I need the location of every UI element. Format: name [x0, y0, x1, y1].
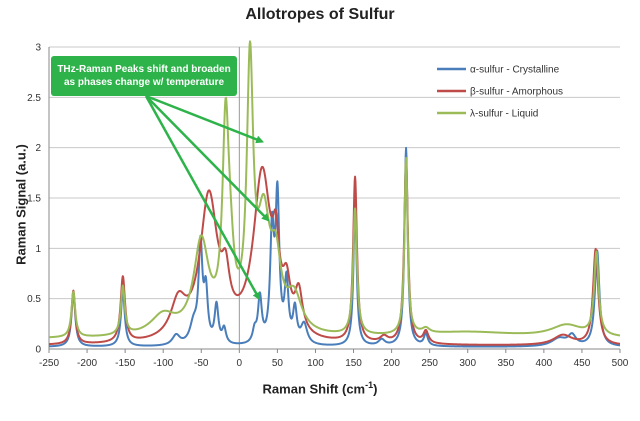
- x-axis-label-close: ): [373, 381, 378, 397]
- annotation-line-2: as phases change w/ temperature: [63, 77, 225, 88]
- x-tick-label: -100: [153, 358, 173, 369]
- x-axis-label-unit-exponent: -1: [365, 380, 374, 390]
- x-tick-label: 0: [237, 358, 243, 369]
- x-axis-label-text: Raman Shift (cm: [262, 381, 366, 397]
- y-tick-label: 2.5: [27, 93, 41, 104]
- y-tick-label: 1.5: [27, 194, 41, 205]
- grid-lines: [49, 46, 620, 300]
- chart-title: Allotropes of Sulfur: [245, 6, 395, 23]
- x-axis-label: Raman Shift (cm-1): [0, 380, 640, 396]
- x-tick-label: 150: [345, 358, 362, 369]
- x-tick-label: 450: [574, 358, 591, 369]
- x-tick-label: 50: [272, 358, 284, 369]
- x-tick-label: 250: [421, 358, 438, 369]
- y-tick-label: 1: [35, 244, 41, 255]
- x-tick-label: -250: [39, 358, 59, 369]
- annotation-arrows: [144, 94, 270, 301]
- y-tick-label: 3: [35, 43, 41, 54]
- legend: α-sulfur - Crystalline β-sulfur - Amorpho…: [437, 65, 563, 120]
- annotation-arrow: [145, 94, 265, 144]
- series-line: [48, 159, 621, 346]
- y-tick-label: 0: [35, 345, 41, 356]
- axes: [48, 47, 621, 353]
- legend-label: β-sulfur - Amorphous: [470, 87, 563, 98]
- series-lines: [48, 40, 621, 348]
- annotation-callout: THz-Raman Peaks shift and broaden as pha…: [51, 56, 237, 96]
- tick-labels: 0 0.5 1 1.5 2 2.5 3 -250 -200 -150 -100 -50 0 50 100 15…: [27, 43, 629, 370]
- y-tick-label: 2: [35, 143, 41, 154]
- legend-label: λ-sulfur - Liquid: [470, 109, 538, 120]
- y-axis-label: Raman Signal (a.u.): [13, 144, 29, 265]
- x-tick-label: 500: [612, 358, 629, 369]
- x-tick-label: 100: [307, 358, 324, 369]
- x-tick-label: 350: [497, 358, 514, 369]
- x-tick-label: -50: [194, 358, 209, 369]
- series-line: [48, 146, 621, 348]
- x-tick-label: -200: [77, 358, 97, 369]
- annotation-arrow: [144, 95, 261, 301]
- legend-label: α-sulfur - Crystalline: [470, 65, 560, 76]
- annotation-line-1: THz-Raman Peaks shift and broaden: [57, 64, 231, 75]
- series-line: [48, 40, 621, 339]
- annotation-arrow: [145, 95, 270, 222]
- x-tick-label: 400: [536, 358, 553, 369]
- y-tick-label: 0.5: [27, 294, 41, 305]
- x-tick-label: -150: [115, 358, 135, 369]
- x-tick-label: 200: [383, 358, 400, 369]
- x-tick-label: 300: [459, 358, 476, 369]
